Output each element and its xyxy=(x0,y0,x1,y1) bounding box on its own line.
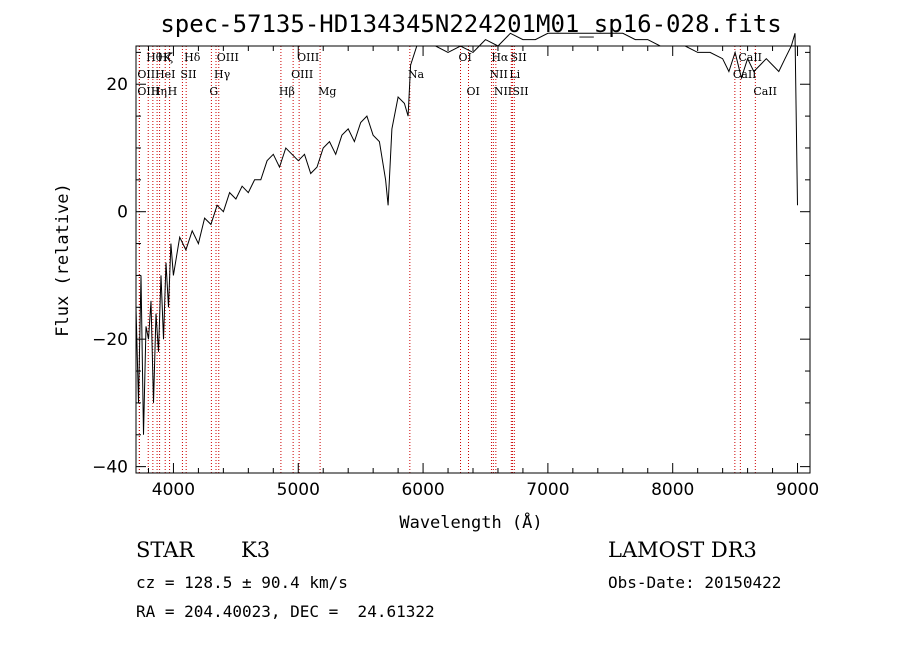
marker-label-hζ: Hζ xyxy=(158,51,174,64)
marker-label-hγ: Hγ xyxy=(214,68,231,81)
marker-label-oiii: OIII xyxy=(137,85,159,98)
marker-label-mg: Mg xyxy=(318,85,336,98)
observation-date: Obs-Date: 20150422 xyxy=(608,573,782,592)
marker-label-oi: OI xyxy=(459,51,472,64)
marker-label-caii: CaII xyxy=(753,85,777,98)
marker-label-oiii: OIII xyxy=(217,51,239,64)
marker-label-nii: NII xyxy=(494,85,512,98)
marker-label-caii: CaII xyxy=(738,51,762,64)
marker-label-hθ: Hθ xyxy=(146,51,163,64)
marker-label-hei: HeI xyxy=(155,68,175,81)
sky-coordinates: RA = 204.40023, DEC = 24.61322 xyxy=(136,602,435,621)
y-axis-label: Flux (relative) xyxy=(53,183,73,337)
marker-label-hα: Hα xyxy=(491,51,509,64)
x-tick-label: 7000 xyxy=(526,480,569,500)
y-tick-label: 0 xyxy=(117,203,128,223)
marker-label-hβ: Hβ xyxy=(279,85,295,98)
plot-frame xyxy=(135,45,811,474)
marker-label-k: K xyxy=(163,51,172,64)
marker-label-na: Na xyxy=(408,68,425,81)
marker-label-nii: NII xyxy=(489,68,507,81)
marker-label-sii: SII xyxy=(510,51,526,64)
marker-label-h: H xyxy=(168,85,178,98)
marker-label-sii: SII xyxy=(512,85,528,98)
object-class: STAR xyxy=(136,538,195,562)
x-tick-label: 6000 xyxy=(401,480,444,500)
x-tick-label: 5000 xyxy=(277,480,320,500)
marker-label-hη: Hη xyxy=(151,85,167,98)
redshift-value: cz = 128.5 ± 90.4 km/s xyxy=(136,573,348,592)
marker-label-hδ: Hδ xyxy=(184,51,201,64)
marker-label-g: G xyxy=(209,85,218,98)
spectrum-line xyxy=(135,32,798,435)
x-axis-label: Wavelength (Å) xyxy=(399,511,542,533)
survey-name: LAMOST DR3 xyxy=(608,538,757,562)
x-axis-ticks: 4000 5000 6000 7000 8000 9000 xyxy=(147,46,819,500)
marker-label-oiii: OIII xyxy=(291,68,313,81)
emission-line-markers xyxy=(138,46,756,473)
x-tick-label: 4000 xyxy=(152,480,195,500)
marker-label-oii: OII xyxy=(137,68,155,81)
marker-label-oi: OI xyxy=(467,85,480,98)
y-tick-label: 20 xyxy=(106,75,128,95)
x-tick-label: 8000 xyxy=(651,480,694,500)
y-tick-label: −20 xyxy=(92,330,128,350)
chart-title: spec-57135-HD134345N224201M01_sp16-028.f… xyxy=(160,10,781,38)
y-axis-ticks: −40 −20 0 20 xyxy=(92,51,810,478)
marker-label-sii: SII xyxy=(180,68,196,81)
object-subclass: K3 xyxy=(241,538,271,562)
marker-label-li: Li xyxy=(509,68,520,81)
marker-label-caii: CaII xyxy=(733,68,757,81)
marker-label-oiii: OIII xyxy=(297,51,319,64)
x-tick-label: 9000 xyxy=(776,480,819,500)
emission-line-labels: OIIOIIIHθHηHeIHζKHSIIHδGHγOIIIHβOIIIOIII… xyxy=(137,51,777,98)
y-tick-label: −40 xyxy=(92,458,128,478)
